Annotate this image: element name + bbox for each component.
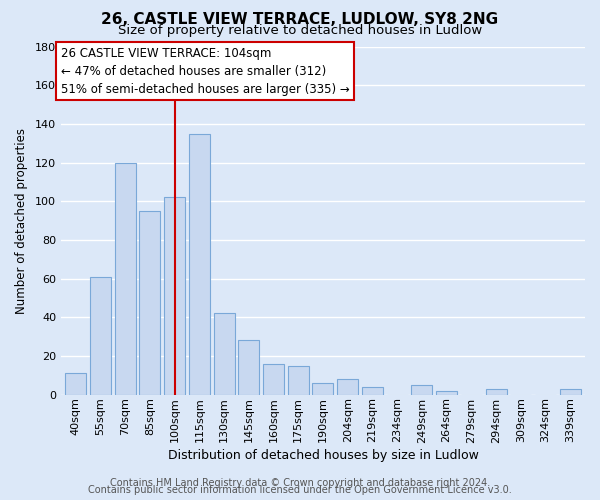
Bar [164,198,185,394]
X-axis label: Distribution of detached houses by size in Ludlow: Distribution of detached houses by size … [167,450,478,462]
Text: 26 CASTLE VIEW TERRACE: 104sqm
← 47% of detached houses are smaller (312)
51% of: 26 CASTLE VIEW TERRACE: 104sqm ← 47% of … [61,46,350,96]
Bar [337,379,358,394]
Bar [189,134,210,394]
Bar [238,340,259,394]
Bar [412,385,433,394]
Text: 26, CASTLE VIEW TERRACE, LUDLOW, SY8 2NG: 26, CASTLE VIEW TERRACE, LUDLOW, SY8 2NG [101,12,499,28]
Bar [313,383,334,394]
Bar [65,374,86,394]
Bar [436,391,457,394]
Bar [560,389,581,394]
Bar [115,162,136,394]
Bar [485,389,506,394]
Bar [362,387,383,394]
Text: Contains public sector information licensed under the Open Government Licence v3: Contains public sector information licen… [88,485,512,495]
Bar [263,364,284,394]
Text: Size of property relative to detached houses in Ludlow: Size of property relative to detached ho… [118,24,482,37]
Text: Contains HM Land Registry data © Crown copyright and database right 2024.: Contains HM Land Registry data © Crown c… [110,478,490,488]
Y-axis label: Number of detached properties: Number of detached properties [15,128,28,314]
Bar [139,211,160,394]
Bar [90,276,111,394]
Bar [288,366,309,394]
Bar [214,314,235,394]
